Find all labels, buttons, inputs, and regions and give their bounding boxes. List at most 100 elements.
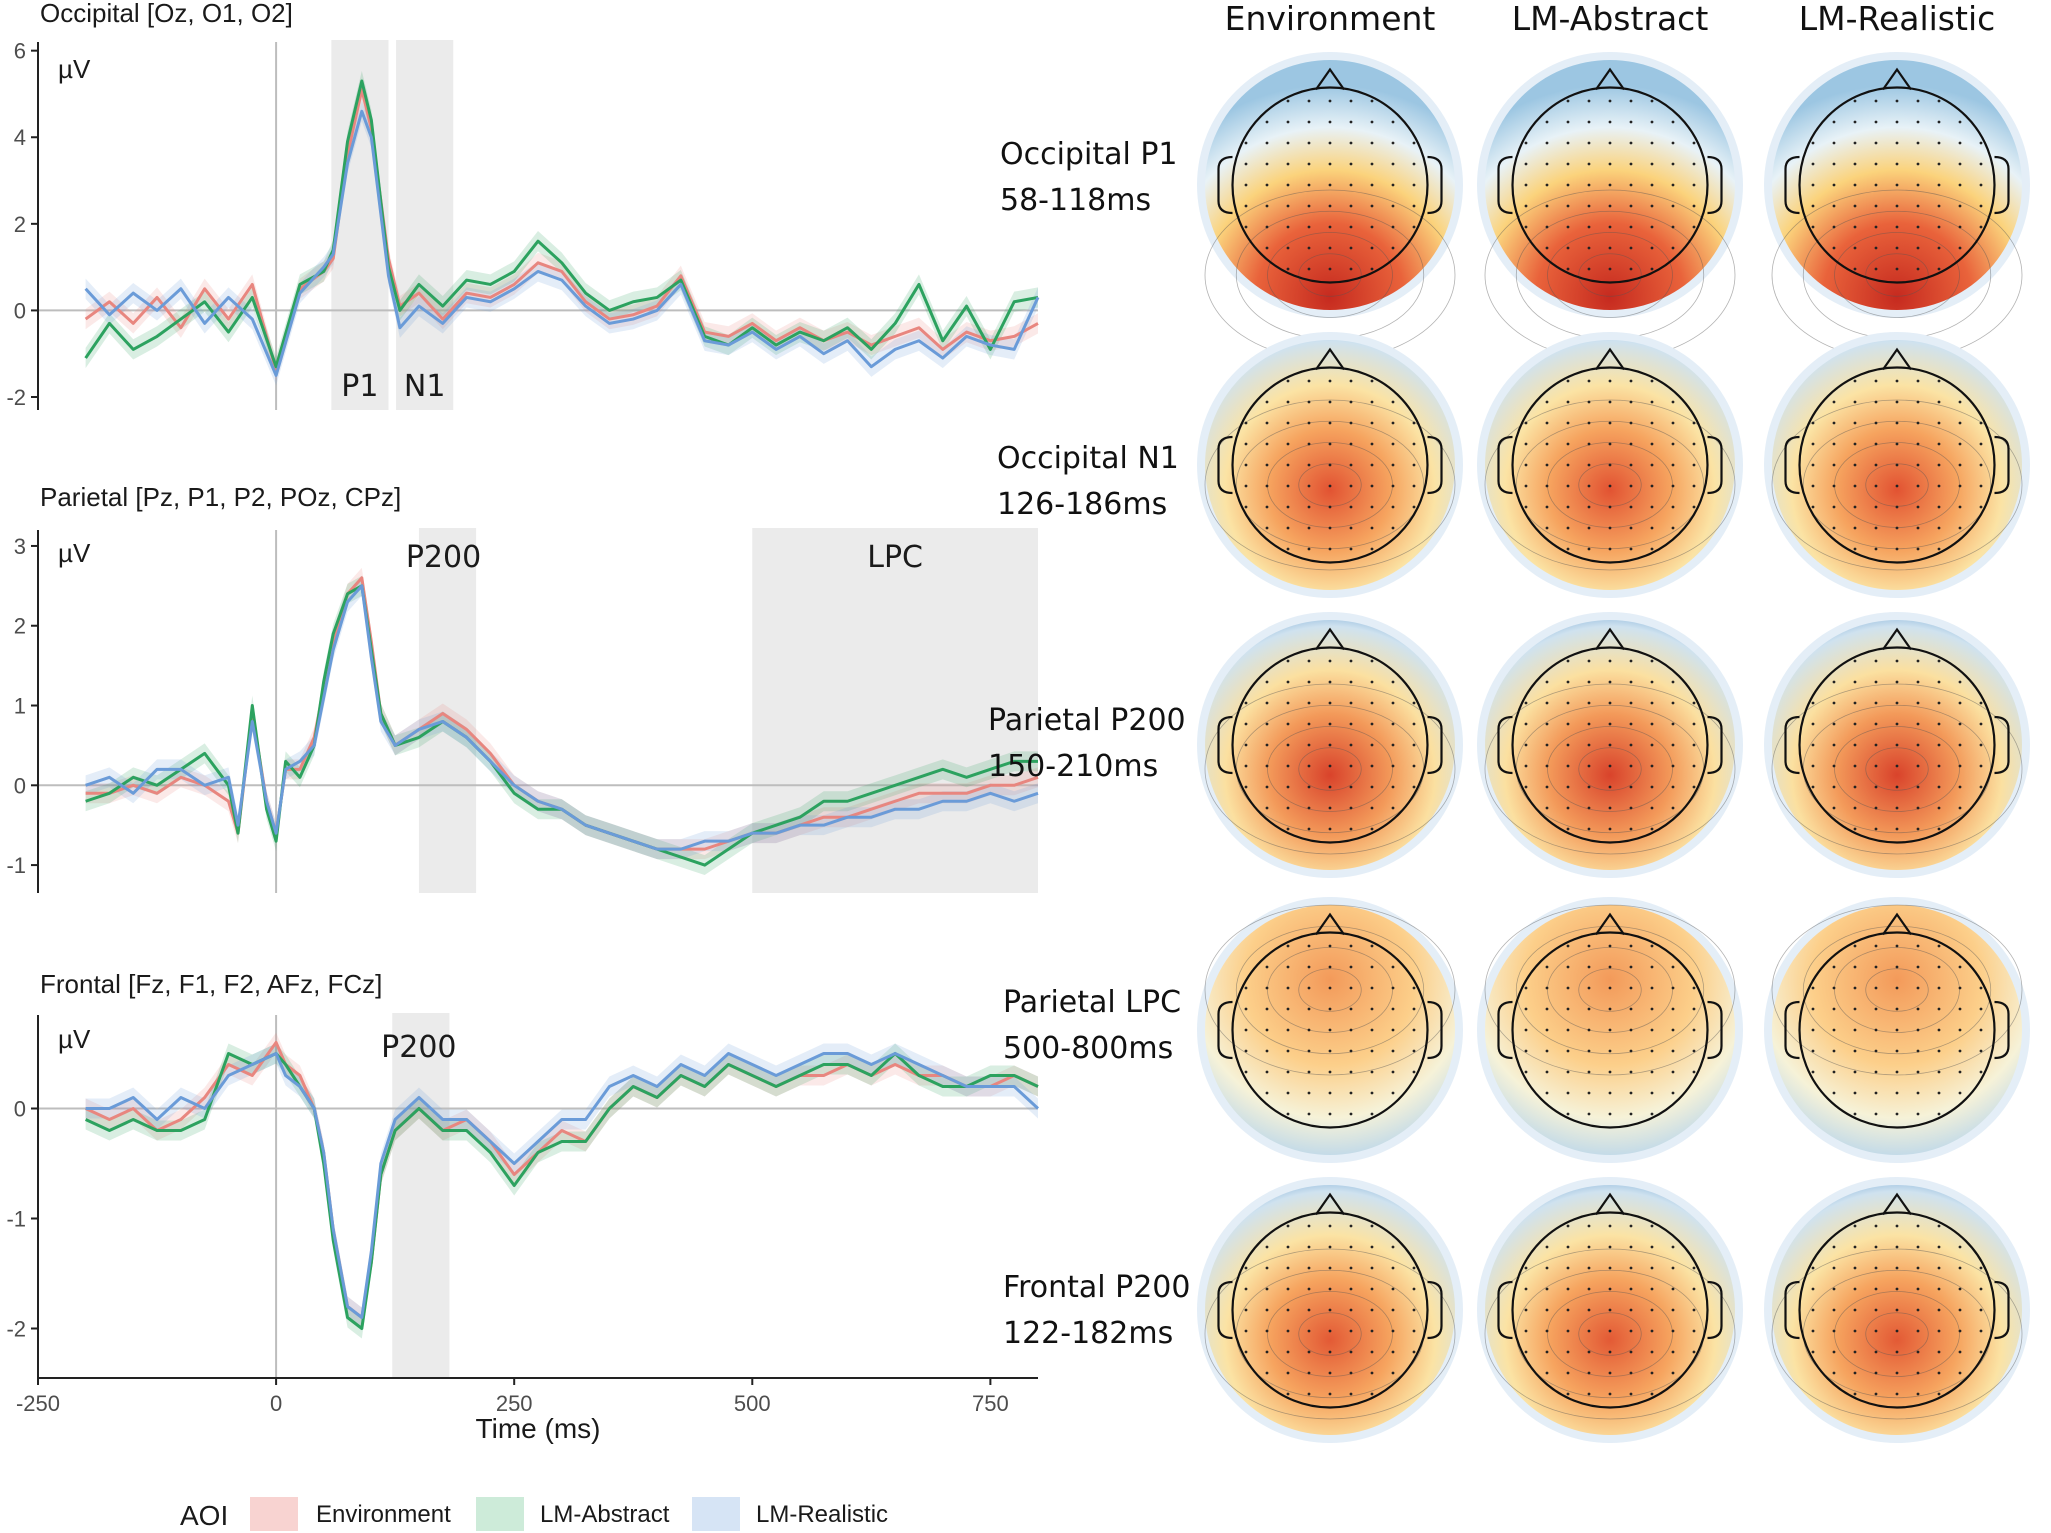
electrode-dot [1608, 1224, 1612, 1228]
contour-line [1578, 968, 1642, 1012]
electrode-dot [1349, 547, 1353, 551]
legend-title: AOI [180, 1500, 228, 1531]
y-tick-label: 2 [14, 614, 26, 639]
electrode-dot [1874, 1007, 1878, 1011]
electrode-dot [1265, 785, 1269, 789]
electrode-dot [1916, 806, 1920, 810]
electrode-dot [1391, 421, 1395, 425]
electrode-dot [1671, 141, 1675, 145]
electrode-dot [1853, 267, 1857, 271]
electrode-dot [1671, 743, 1675, 747]
electrode-dot [1566, 442, 1570, 446]
electrode-dot [1937, 442, 1941, 446]
electrode-dot [1391, 442, 1395, 446]
electrode-dot [1608, 267, 1612, 271]
electrode-dot [1349, 421, 1353, 425]
electrode-dot [1874, 120, 1878, 124]
electrode-dot [1587, 986, 1591, 990]
electrode-dot [1874, 442, 1878, 446]
row-label-component: Parietal P200 [988, 703, 1186, 738]
electrode-dot [1370, 827, 1374, 831]
electrode-dot [1328, 246, 1332, 250]
electrode-dot [1937, 547, 1941, 551]
electrode-dot [1895, 743, 1899, 747]
electrode-dot [1874, 379, 1878, 383]
electrode-dot [1545, 1028, 1549, 1032]
electrode-dot [1671, 400, 1675, 404]
electrode-dot [1608, 986, 1612, 990]
electrode-dot [1629, 463, 1633, 467]
electrode-dot [1286, 1224, 1290, 1228]
electrode-dot [1979, 1266, 1983, 1270]
electrode-dot [1545, 1245, 1549, 1249]
left-ear-outline [1497, 1000, 1513, 1060]
electrode-dot [1916, 547, 1920, 551]
electrode-dot [1587, 162, 1591, 166]
electrode-dot [1328, 1028, 1332, 1032]
electrode-dot [1349, 986, 1353, 990]
electrode-dot [1629, 225, 1633, 229]
electrode-dot [1391, 400, 1395, 404]
electrode-dot [1370, 1091, 1374, 1095]
electrode-dot [1671, 1287, 1675, 1291]
electrode-dot [1853, 1287, 1857, 1291]
window-band [396, 40, 454, 410]
electrode-dot [1524, 701, 1528, 705]
electrode-dot [1328, 1350, 1332, 1354]
electrode-dot [1328, 162, 1332, 166]
electrode-dot [1524, 1070, 1528, 1074]
y-tick-label: -1 [6, 853, 26, 878]
electrode-dot [1349, 246, 1353, 250]
electrode-dot [1895, 722, 1899, 726]
electrode-dot [1692, 1070, 1696, 1074]
electrode-dot [1608, 183, 1612, 187]
electrode-dot [1524, 484, 1528, 488]
topomap [1197, 897, 1463, 1163]
electrode-dot [1979, 442, 1983, 446]
electrode-dot [1412, 162, 1416, 166]
electrode-dot [1937, 1266, 1941, 1270]
electrode-dot [1629, 204, 1633, 208]
electrode-dot [1587, 944, 1591, 948]
window-label: LPC [867, 540, 923, 575]
electrode-dot [1265, 204, 1269, 208]
electrode-dot [1391, 120, 1395, 124]
electrode-dot [1958, 421, 1962, 425]
electrode-dot [1874, 141, 1878, 145]
electrode-dot [1916, 1371, 1920, 1375]
electrode-dot [1587, 204, 1591, 208]
electrode-dot [1608, 246, 1612, 250]
electrode-dot [1979, 162, 1983, 166]
electrode-dot [1916, 1287, 1920, 1291]
electrode-dot [1874, 246, 1878, 250]
electrode-dot [1629, 526, 1633, 530]
electrode-dot [1832, 680, 1836, 684]
electrode-dot [1307, 225, 1311, 229]
electrode-dot [1650, 225, 1654, 229]
electrode-dot [1545, 484, 1549, 488]
electrode-dot [1832, 1371, 1836, 1375]
electrode-dot [1566, 547, 1570, 551]
electrode-dot [1853, 806, 1857, 810]
electrode-dot [1412, 463, 1416, 467]
electrode-dot [1545, 986, 1549, 990]
electrode-dot [1671, 204, 1675, 208]
electrode-dot [1811, 1028, 1815, 1032]
electrode-dot [1391, 1245, 1395, 1249]
electrode-dot [1853, 141, 1857, 145]
electrode-dot [1587, 225, 1591, 229]
electrode-dot [1874, 1266, 1878, 1270]
electrode-dot [1874, 225, 1878, 229]
erp-line [84, 109, 1040, 377]
electrode-dot [1874, 526, 1878, 530]
left-ear-outline [1217, 1000, 1233, 1060]
electrode-dot [1587, 379, 1591, 383]
electrode-dot [1566, 463, 1570, 467]
electrode-dot [1937, 965, 1941, 969]
electrode-dot [1832, 785, 1836, 789]
electrode-dot [1524, 1049, 1528, 1053]
electrode-dot [1328, 379, 1332, 383]
electrode-dot [1832, 484, 1836, 488]
electrode-dot [1874, 204, 1878, 208]
nose-outline [1882, 347, 1912, 371]
